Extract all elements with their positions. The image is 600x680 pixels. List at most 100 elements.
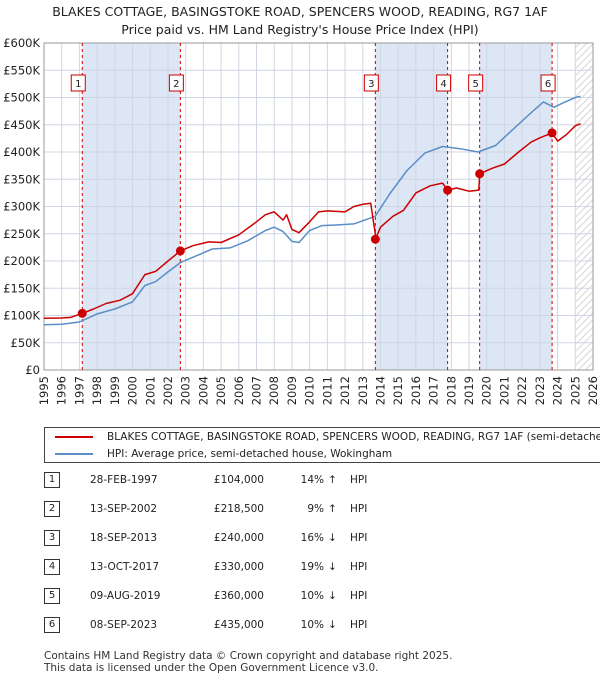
sale-hpi-label: HPI	[350, 474, 368, 486]
x-tick-label: 2000	[126, 376, 140, 405]
x-tick-label: 2011	[320, 376, 334, 405]
x-tick-label: 2005	[214, 376, 228, 405]
sale-direction: ↓	[328, 619, 337, 631]
x-tick-label: 1997	[72, 376, 86, 405]
sale-price: £104,000	[213, 474, 264, 486]
legend: BLAKES COTTAGE, BASINGSTOKE ROAD, SPENCE…	[44, 427, 600, 463]
legend-label-hpi: HPI: Average price, semi-detached house,…	[107, 448, 393, 460]
sale-price: £435,000	[213, 619, 264, 631]
y-tick-label: £50K	[11, 336, 41, 350]
sale-number: 4	[44, 559, 60, 575]
sale-point	[547, 128, 557, 138]
sale-number: 5	[44, 588, 60, 604]
y-tick-label: £500K	[3, 91, 40, 105]
legend-swatch-property	[55, 436, 93, 438]
sale-price: £360,000	[213, 590, 264, 602]
sale-marker-box	[168, 74, 184, 92]
sale-point	[370, 234, 380, 244]
x-tick-label: 2010	[303, 376, 317, 405]
sale-date: 13-SEP-2002	[90, 503, 158, 515]
x-tick-label: 1999	[108, 376, 122, 405]
x-tick-label: 1995	[37, 376, 51, 405]
sale-marker-number: 3	[368, 79, 374, 90]
series-line	[43, 95, 581, 326]
sale-price: £330,000	[213, 561, 264, 573]
sale-point	[443, 185, 453, 195]
sale-marker-box	[436, 74, 452, 92]
price-chart: £0 £50K £100K £150K £200K £250K £300K £350K £400…	[3, 36, 600, 405]
x-tick-label: 2016	[409, 376, 423, 405]
x-tick-label: 2021	[497, 376, 511, 405]
x-tick-label: 2007	[250, 376, 264, 405]
sale-marker-number: 6	[545, 79, 551, 90]
sale-row: 6 08-SEP-2023 £435,000 10% ↓ HPI	[44, 615, 404, 635]
y-tick-label: £0	[25, 363, 40, 377]
sale-date: 08-SEP-2023	[90, 619, 158, 631]
sale-number: 3	[44, 530, 60, 546]
legend-swatch-hpi	[55, 453, 93, 455]
sale-marker-box	[70, 74, 86, 92]
sale-hpi-label: HPI	[350, 532, 368, 544]
sale-date: 09-AUG-2019	[90, 590, 161, 602]
x-tick-label: 2002	[161, 376, 175, 405]
sale-direction: ↓	[328, 532, 337, 544]
x-tick-label: 2026	[586, 376, 600, 405]
x-tick-label: 2018	[444, 376, 458, 405]
sale-hpi-label: HPI	[350, 561, 368, 573]
x-tick-label: 2024	[551, 376, 565, 405]
y-tick-label: £100K	[3, 309, 40, 323]
sale-date: 18-SEP-2013	[90, 532, 158, 544]
sale-percent: 16%	[300, 532, 324, 544]
y-tick-label: £450K	[3, 118, 40, 132]
sale-marker-number: 2	[173, 79, 179, 90]
sale-marker-number: 4	[440, 79, 446, 90]
sale-marker-box	[363, 74, 379, 92]
sale-row: 5 09-AUG-2019 £360,000 10% ↓ HPI	[44, 586, 404, 606]
x-tick-label: 2003	[179, 376, 193, 405]
x-tick-label: 2017	[427, 376, 441, 405]
sale-row: 2 13-SEP-2002 £218,500 9% ↑ HPI	[44, 499, 404, 519]
sale-direction: ↑	[328, 503, 337, 515]
x-tick-label: 2025	[568, 376, 582, 405]
sale-marker-number: 5	[472, 79, 478, 90]
sale-direction: ↓	[328, 590, 337, 602]
sale-percent: 14%	[300, 474, 324, 486]
x-tick-label: 2020	[480, 376, 494, 405]
footer-copyright: Contains HM Land Registry data © Crown c…	[44, 650, 453, 662]
sale-number: 1	[44, 472, 60, 488]
x-tick-label: 2023	[533, 376, 547, 405]
legend-label-property: BLAKES COTTAGE, BASINGSTOKE ROAD, SPENCE…	[107, 431, 600, 443]
sale-price: £240,000	[213, 532, 264, 544]
sale-percent: 10%	[300, 619, 324, 631]
sale-point	[77, 308, 87, 318]
x-tick-label: 1998	[90, 376, 104, 405]
sale-number: 2	[44, 501, 60, 517]
sale-direction: ↓	[328, 561, 337, 573]
sale-point	[175, 246, 185, 256]
sale-percent: 10%	[300, 590, 324, 602]
sale-hpi-label: HPI	[350, 503, 368, 515]
sale-percent: 19%	[300, 561, 324, 573]
sale-date: 28-FEB-1997	[90, 474, 158, 486]
y-tick-label: £150K	[3, 281, 40, 295]
x-tick-label: 2012	[338, 376, 352, 405]
x-tick-label: 2013	[356, 376, 370, 405]
y-tick-label: £200K	[3, 254, 40, 268]
plot-border	[43, 42, 594, 371]
x-tick-label: 2022	[515, 376, 529, 405]
y-tick-label: £550K	[3, 63, 40, 77]
sale-direction: ↑	[328, 474, 337, 486]
sale-marker-number: 1	[75, 79, 81, 90]
sale-number: 6	[44, 617, 60, 633]
series-line	[43, 123, 581, 319]
legend-item-property: BLAKES COTTAGE, BASINGSTOKE ROAD, SPENCE…	[55, 429, 600, 445]
y-tick-label: £400K	[3, 145, 40, 159]
x-tick-label: 2015	[391, 376, 405, 405]
sale-percent: 9%	[307, 503, 324, 515]
sale-marker-box	[468, 74, 484, 92]
sale-row: 4 13-OCT-2017 £330,000 19% ↓ HPI	[44, 557, 404, 577]
x-tick-label: 2019	[462, 376, 476, 405]
sale-price: £218,500	[213, 503, 264, 515]
y-tick-label: £350K	[3, 172, 40, 186]
x-tick-label: 2006	[232, 376, 246, 405]
